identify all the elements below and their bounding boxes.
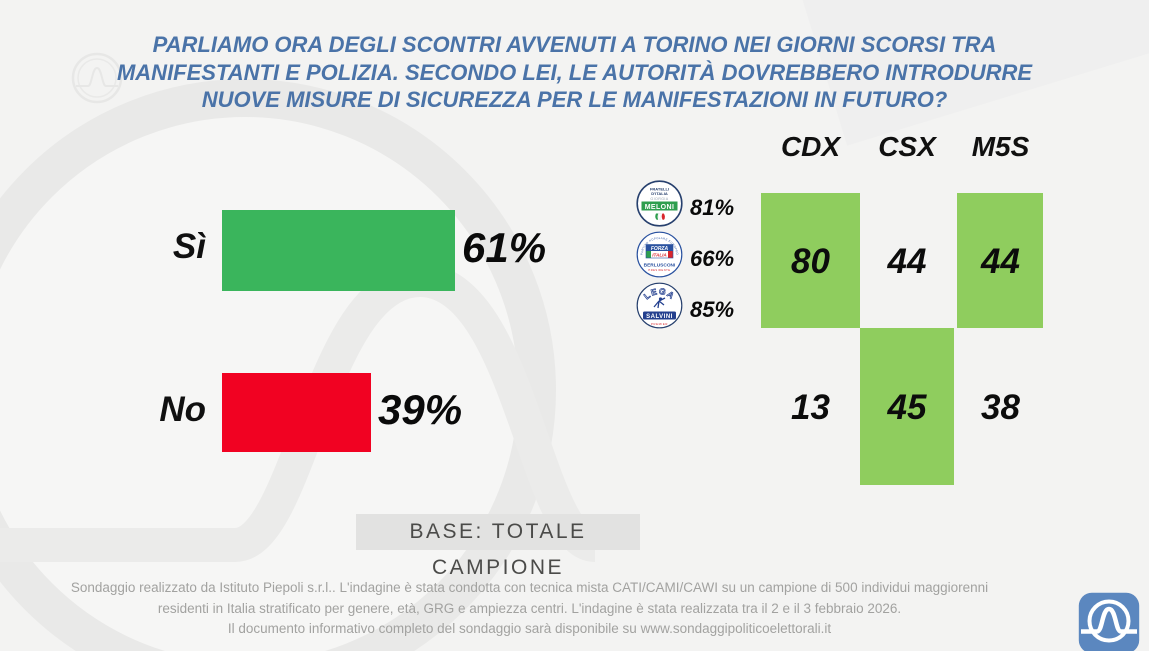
- table-value-si-m5s: 44: [981, 242, 1020, 281]
- fdi-logo-text-1: FRATELLI: [650, 187, 669, 192]
- poll-question-line-2: MANIFESTANTI E POLIZIA. SECONDO LEI, LE …: [116, 59, 1033, 85]
- istituto-piepoli-logo-icon: [1078, 592, 1140, 651]
- poll-question: PARLIAMO ORA DEGLI SCONTRI AVVENUTI A TO…: [40, 31, 1109, 114]
- highlight-cell-no-csx: [860, 328, 954, 485]
- base-note: BASE: TOTALE CAMPIONE: [356, 514, 640, 579]
- fi-logo-name: BERLUSCONI: [644, 263, 676, 269]
- methodology-line-2: residenti in Italia stratificato per gen…: [157, 600, 902, 616]
- fdi-flame-green: [655, 213, 659, 220]
- table-value-no-csx: 45: [887, 388, 927, 427]
- party-share-lega: 85%: [690, 297, 735, 322]
- lega-logo-name: SALVINI: [646, 314, 673, 320]
- fi-logo-sub: PRESIDENTE: [648, 268, 670, 272]
- table-value-no-m5s: 38: [981, 388, 1020, 427]
- poll-question-line-1: PARLIAMO ORA DEGLI SCONTRI AVVENUTI A TO…: [152, 32, 997, 57]
- lega-logo-sub: PREMIER: [651, 322, 668, 326]
- fdi-logo-name: MELONI: [645, 204, 675, 211]
- methodology-line-3: Il documento informativo completo del so…: [227, 621, 832, 636]
- fratelli-ditalia-meloni-logo-icon: FRATELLI D'ITALIA GIORGIA MELONI: [636, 180, 683, 227]
- fdi-flame-white: [658, 213, 662, 220]
- party-share-fi: 66%: [690, 246, 735, 271]
- fi-logo-flag-bottom: ITALIA: [652, 253, 666, 258]
- lega-salvini-logo-icon: LEGA SALVINI PREMIER: [636, 282, 683, 329]
- table-header-cdx: CDX: [780, 131, 841, 162]
- answer-label-si: Sì: [172, 227, 206, 266]
- answer-label-no: No: [159, 390, 206, 429]
- fdi-logo-text-2: D'ITALIA: [651, 191, 668, 196]
- poll-question-line-3: NUOVE MISURE DI SICUREZZA PER LE MANIFES…: [201, 87, 948, 112]
- highlight-cell-si-cdx: [761, 193, 860, 328]
- lega-warrior-figure: [653, 297, 666, 309]
- watermark-piepoli-logo-small: [71, 52, 123, 104]
- fi-logo-flag-top: FORZA: [651, 246, 669, 252]
- methodology-line-1: Sondaggio realizzato da Istituto Piepoli…: [70, 580, 989, 595]
- highlight-cell-si-m5s: [957, 193, 1043, 328]
- fdi-flame-red: [661, 213, 665, 220]
- answer-value-no: 39%: [378, 386, 463, 433]
- party-share-fdi: 81%: [690, 195, 735, 220]
- table-header-m5s: M5S: [971, 131, 1030, 162]
- table-value-no-cdx: 13: [791, 388, 830, 427]
- fdi-logo-text-3: GIORGIA: [650, 197, 668, 201]
- methodology-note: Sondaggio realizzato da Istituto Piepoli…: [25, 578, 1034, 640]
- forza-italia-berlusconi-logo-icon: PARTITO POPOLARE EUROPEO FORZA ITALIA BE…: [636, 231, 683, 278]
- table-header-csx: CSX: [878, 131, 936, 162]
- answer-value-si: 61%: [462, 224, 547, 271]
- table-value-si-csx: 44: [887, 242, 927, 281]
- bar-no: [222, 373, 371, 452]
- bar-si: [222, 210, 455, 291]
- table-value-si-cdx: 80: [791, 242, 830, 281]
